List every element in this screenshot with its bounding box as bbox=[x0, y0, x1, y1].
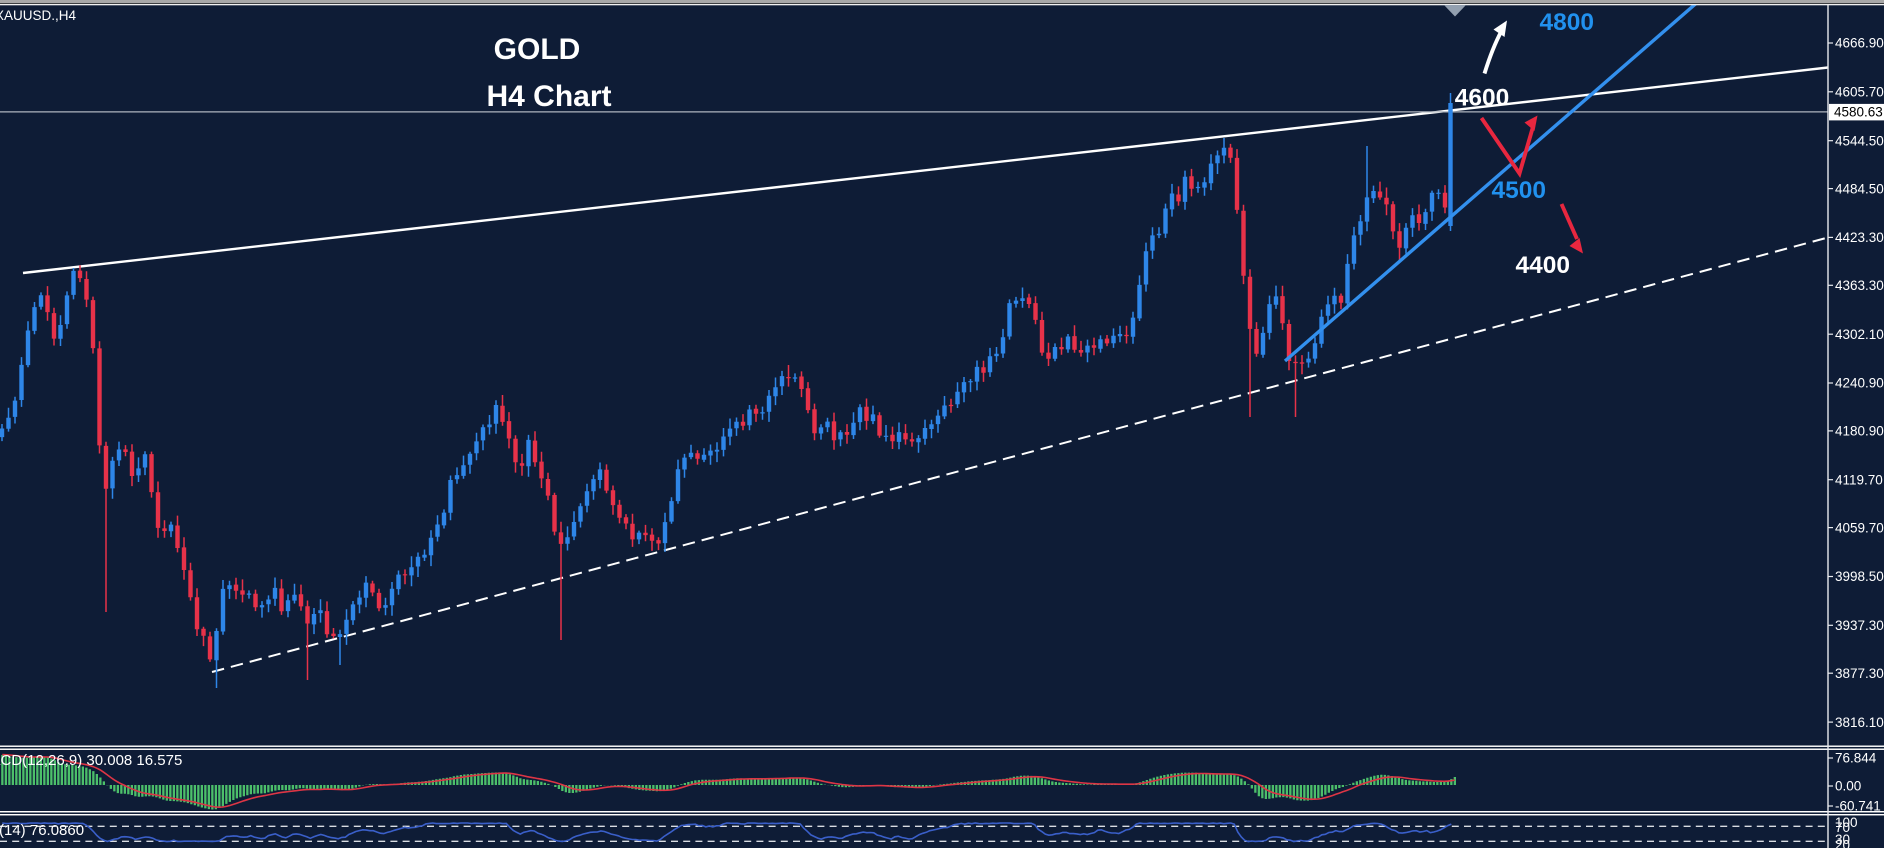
svg-text:4059.70: 4059.70 bbox=[1835, 520, 1884, 535]
svg-text:MACD(12,26,9) 30.008 16.575: MACD(12,26,9) 30.008 16.575 bbox=[0, 752, 182, 769]
svg-text:4180.90: 4180.90 bbox=[1835, 424, 1884, 439]
svg-text:RSI(14) 76.0860: RSI(14) 76.0860 bbox=[0, 822, 84, 839]
svg-text:4423.30: 4423.30 bbox=[1835, 230, 1884, 245]
svg-text:4363.30: 4363.30 bbox=[1835, 278, 1884, 293]
svg-text:GOLD: GOLD bbox=[494, 33, 581, 66]
svg-text:0.00: 0.00 bbox=[1835, 779, 1861, 794]
svg-text:4500: 4500 bbox=[1491, 177, 1546, 204]
svg-text:3998.50: 3998.50 bbox=[1835, 569, 1884, 584]
svg-text:76.844: 76.844 bbox=[1835, 751, 1877, 766]
svg-text:3937.30: 3937.30 bbox=[1835, 618, 1884, 633]
svg-text:3816.10: 3816.10 bbox=[1835, 715, 1884, 730]
svg-text:4605.70: 4605.70 bbox=[1835, 85, 1884, 100]
svg-text:4119.70: 4119.70 bbox=[1835, 472, 1883, 487]
svg-text:3877.30: 3877.30 bbox=[1835, 666, 1884, 681]
svg-text:H4 Chart: H4 Chart bbox=[486, 80, 611, 113]
svg-text:4544.50: 4544.50 bbox=[1835, 133, 1884, 148]
svg-text:4302.10: 4302.10 bbox=[1835, 327, 1884, 342]
svg-text:XAUUSD.,H4: XAUUSD.,H4 bbox=[0, 8, 77, 23]
svg-text:4580.63: 4580.63 bbox=[1834, 105, 1883, 120]
svg-text:4666.90: 4666.90 bbox=[1835, 36, 1884, 51]
svg-text:70: 70 bbox=[1835, 820, 1850, 835]
svg-text:20: 20 bbox=[1835, 838, 1850, 848]
svg-text:-60.741: -60.741 bbox=[1835, 799, 1881, 814]
svg-text:4400: 4400 bbox=[1515, 252, 1570, 279]
svg-text:100: 100 bbox=[1835, 815, 1858, 830]
svg-text:4484.50: 4484.50 bbox=[1835, 181, 1884, 196]
svg-text:4800: 4800 bbox=[1539, 9, 1594, 36]
svg-text:30: 30 bbox=[1835, 832, 1850, 847]
svg-text:4600: 4600 bbox=[1455, 85, 1510, 112]
svg-text:4240.90: 4240.90 bbox=[1835, 376, 1884, 391]
